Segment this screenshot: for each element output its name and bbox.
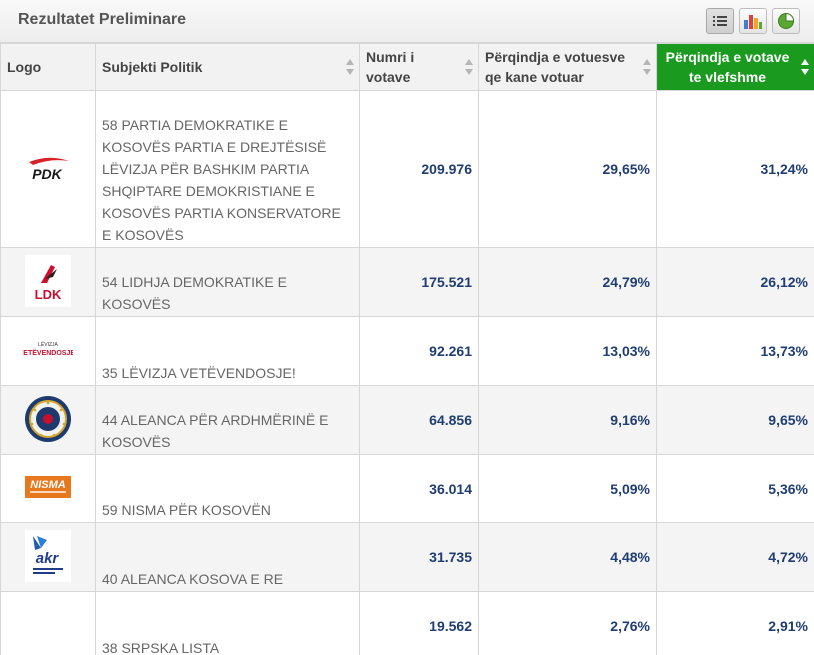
svg-text:VETËVENDOSJE!: VETËVENDOSJE!	[23, 349, 73, 357]
column-header-pct-voters[interactable]: Përqindja e votuesve qe kane votuar	[478, 43, 657, 91]
table-row[interactable]: LDK 54 LIDHJA DEMOKRATIKE E KOSOVËS 175.…	[0, 247, 814, 317]
pct-valid-value: 13,73%	[656, 316, 814, 386]
subject-name: 58 PARTIA DEMOKRATIKE E KOSOVËS PARTIA E…	[95, 90, 360, 248]
list-icon	[713, 16, 727, 26]
sort-arrows-icon	[465, 59, 473, 75]
subject-name: 54 LIDHJA DEMOKRATIKE E KOSOVËS	[95, 247, 360, 317]
column-header-pct-valid[interactable]: Përqindja e votave te vlefshme	[656, 43, 814, 91]
pct-valid-value: 4,72%	[656, 522, 814, 592]
column-header-votes-label: Numri i votave	[366, 49, 415, 85]
column-header-subject-label: Subjekti Politik	[102, 59, 203, 75]
svg-text:LDK: LDK	[35, 287, 62, 302]
pct-valid-value: 9,65%	[656, 385, 814, 455]
bar-chart-view-button[interactable]	[739, 8, 767, 34]
results-header: Rezultatet Preliminare	[0, 0, 814, 43]
pct-voters-value: 4,48%	[478, 522, 657, 592]
votes-value: 209.976	[359, 90, 479, 248]
svg-text:NISMA: NISMA	[30, 479, 66, 491]
pct-valid-value: 2,91%	[656, 591, 814, 655]
pct-voters-value: 5,09%	[478, 454, 657, 523]
column-header-subject[interactable]: Subjekti Politik	[95, 43, 360, 91]
akr-logo: akr	[25, 529, 71, 582]
srpska-lista-logo	[0, 591, 96, 655]
pct-voters-value: 9,16%	[478, 385, 657, 455]
table-header-row: Logo Subjekti Politik Numri i votave Për…	[0, 43, 814, 91]
svg-text:LËVIZJA: LËVIZJA	[38, 341, 58, 348]
pdk-logo: PDK	[29, 157, 69, 182]
table-row[interactable]: LËVIZJA VETËVENDOSJE! 35 LËVIZJA VETËVEN…	[0, 316, 814, 386]
bar-chart-icon	[744, 15, 762, 29]
votes-value: 36.014	[359, 454, 479, 523]
subject-name: 44 ALEANCA PËR ARDHMËRINË E KOSOVËS	[95, 385, 360, 455]
results-table: Logo Subjekti Politik Numri i votave Për…	[0, 43, 814, 655]
votes-value: 31.735	[359, 522, 479, 592]
pct-valid-value: 31,24%	[656, 90, 814, 248]
pct-voters-value: 2,76%	[478, 591, 657, 655]
table-row[interactable]: 38 SRPSKA LISTA 19.562 2,76% 2,91%	[0, 591, 814, 655]
sort-arrows-icon	[801, 59, 809, 75]
aak-seal-logo	[25, 395, 71, 442]
vetevendosje-logo: LËVIZJA VETËVENDOSJE!	[19, 341, 77, 357]
subject-name: 40 ALEANCA KOSOVA E RE	[95, 522, 360, 592]
list-view-button[interactable]	[706, 8, 734, 34]
votes-value: 19.562	[359, 591, 479, 655]
pie-chart-view-button[interactable]	[772, 8, 800, 34]
column-header-logo: Logo	[0, 43, 96, 91]
subject-name: 35 LËVIZJA VETËVENDOSJE!	[95, 316, 360, 386]
page-title: Rezultatet Preliminare	[18, 11, 187, 28]
sort-arrows-icon	[643, 59, 651, 75]
pct-voters-value: 24,79%	[478, 247, 657, 317]
pie-chart-icon	[778, 12, 795, 29]
ldk-logo: LDK	[25, 254, 71, 307]
subject-name: 38 SRPSKA LISTA	[95, 591, 360, 655]
sort-arrows-icon	[346, 59, 354, 75]
column-header-votes[interactable]: Numri i votave	[359, 43, 479, 91]
nisma-logo: NISMA	[25, 476, 71, 498]
table-row[interactable]: PDK 58 PARTIA DEMOKRATIKE E KOSOVËS PART…	[0, 90, 814, 248]
pct-valid-value: 26,12%	[656, 247, 814, 317]
votes-value: 92.261	[359, 316, 479, 386]
votes-value: 175.521	[359, 247, 479, 317]
pct-valid-value: 5,36%	[656, 454, 814, 523]
votes-value: 64.856	[359, 385, 479, 455]
table-row[interactable]: 44 ALEANCA PËR ARDHMËRINË E KOSOVËS 64.8…	[0, 385, 814, 455]
column-header-pct-voters-label: Përqindja e votuesve qe kane votuar	[485, 49, 626, 85]
pct-voters-value: 29,65%	[478, 90, 657, 248]
subject-name: 59 NISMA PËR KOSOVËN	[95, 454, 360, 523]
svg-text:akr: akr	[36, 550, 60, 567]
column-header-pct-valid-label: Përqindja e votave te vlefshme	[665, 49, 790, 85]
table-row[interactable]: NISMA 59 NISMA PËR KOSOVËN 36.014 5,09% …	[0, 454, 814, 523]
table-row[interactable]: akr 40 ALEANCA KOSOVA E RE 31.735 4,48% …	[0, 522, 814, 592]
pct-voters-value: 13,03%	[478, 316, 657, 386]
svg-text:PDK: PDK	[32, 166, 62, 182]
